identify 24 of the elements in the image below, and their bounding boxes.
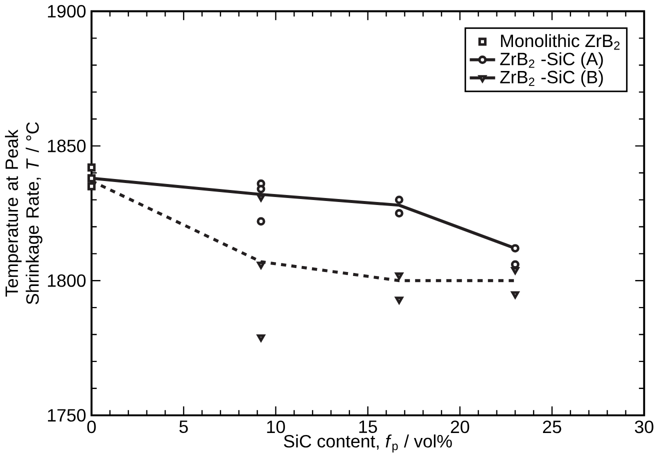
x-tick-label: 0 xyxy=(87,420,96,433)
x-axis-title: SiC content, f$_{p}$ / vol% xyxy=(284,434,452,452)
x-tick-label: 10 xyxy=(267,420,285,433)
legend-label: Monolithic ZrB$_{2}$ xyxy=(501,34,620,50)
point xyxy=(394,208,404,218)
point xyxy=(395,272,404,280)
x-tick-label: 25 xyxy=(543,420,562,433)
legend-label: ZrB$_{2}$ -SiC (A) xyxy=(500,52,603,69)
point xyxy=(87,174,96,182)
point xyxy=(256,216,266,226)
legend-label: ZrB$_{2}$ -SiC (B) xyxy=(500,70,603,87)
point xyxy=(394,195,404,204)
x-tick-label: 5 xyxy=(179,420,188,433)
y-tick-label: 1900 xyxy=(48,4,86,18)
y-tick-label: 1750 xyxy=(48,408,86,422)
y-tick-label: 1850 xyxy=(48,139,86,152)
x-tick-label: 15 xyxy=(359,420,377,433)
x-tick-label: 30 xyxy=(634,420,654,433)
point xyxy=(510,244,520,252)
y-tick-label: 1800 xyxy=(48,274,86,287)
point xyxy=(87,182,96,190)
x-tick-label: 20 xyxy=(450,420,470,433)
point xyxy=(256,184,266,194)
point xyxy=(87,163,96,172)
